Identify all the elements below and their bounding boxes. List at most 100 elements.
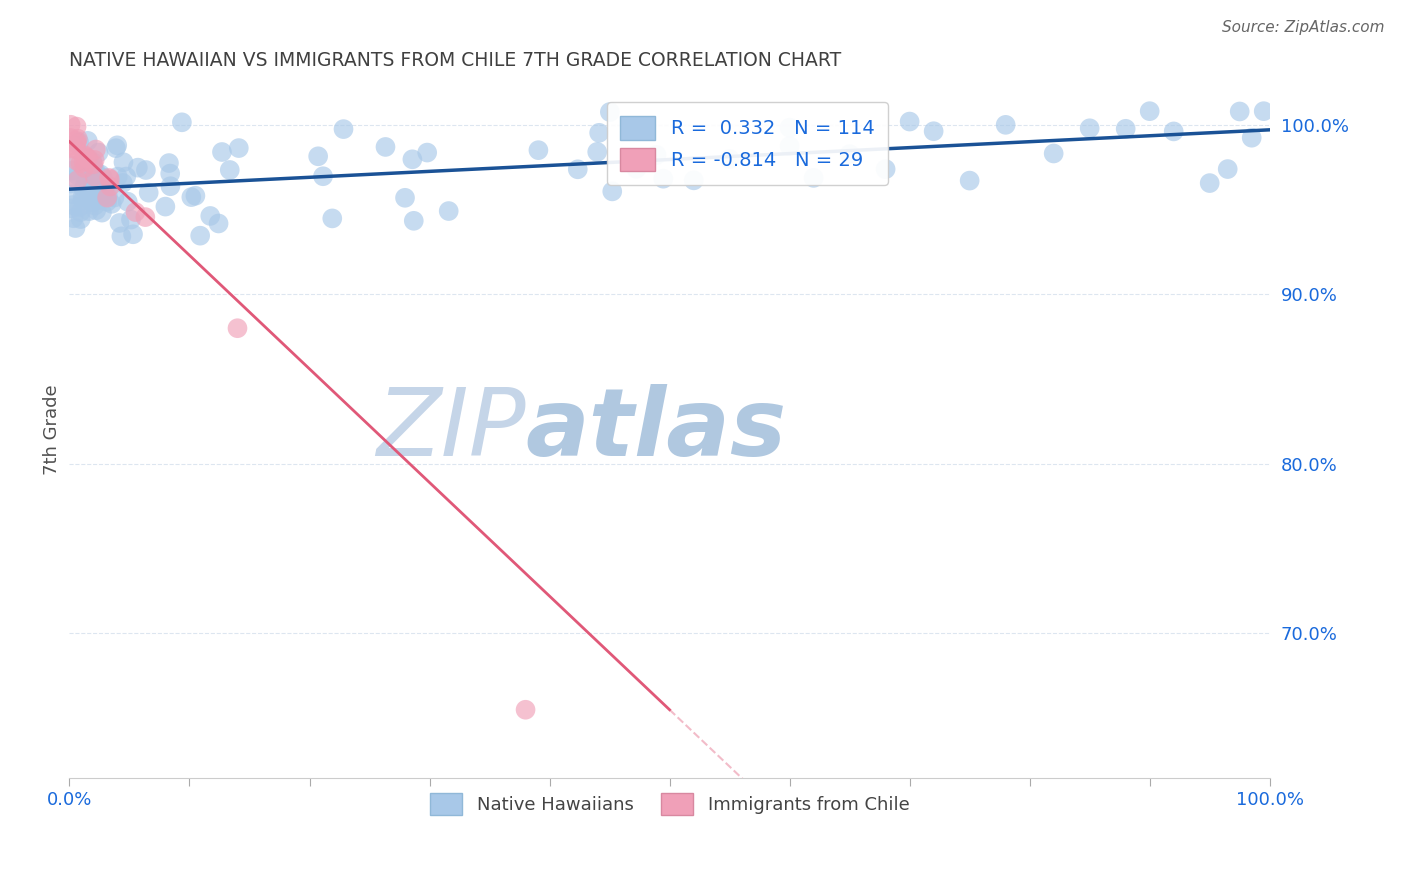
Point: [108, 216, 131, 230]
Point: [402, 214, 425, 228]
Point: [124, 205, 146, 219]
Point: [652, 171, 675, 186]
Point: [1253, 104, 1275, 119]
Point: [157, 156, 180, 170]
Point: [66, 169, 89, 183]
Point: [84, 203, 107, 218]
Point: [567, 162, 589, 177]
Point: [77, 153, 100, 167]
Point: [117, 194, 139, 209]
Legend: Native Hawaiians, Immigrants from Chile: Native Hawaiians, Immigrants from Chile: [420, 784, 918, 824]
Point: [155, 200, 177, 214]
Point: [65, 142, 87, 156]
Point: [110, 229, 132, 244]
Point: [107, 169, 129, 184]
Point: [75, 177, 97, 191]
Point: [86, 172, 108, 186]
Point: [803, 170, 825, 185]
Point: [72, 193, 94, 207]
Point: [1240, 130, 1263, 145]
Point: [1042, 146, 1064, 161]
Point: [87, 193, 110, 207]
Point: [527, 143, 550, 157]
Point: [84, 163, 107, 178]
Point: [98, 179, 121, 194]
Point: [96, 191, 118, 205]
Point: [69, 156, 91, 170]
Point: [87, 145, 110, 160]
Point: [170, 115, 193, 129]
Point: [69, 200, 91, 214]
Point: [394, 191, 416, 205]
Point: [69, 212, 91, 227]
Point: [83, 198, 105, 212]
Point: [73, 168, 96, 182]
Point: [599, 105, 621, 120]
Point: [66, 173, 89, 187]
Point: [82, 154, 104, 169]
Point: [91, 205, 114, 219]
Point: [97, 189, 120, 203]
Point: [838, 147, 860, 161]
Point: [1078, 121, 1101, 136]
Point: [226, 321, 249, 335]
Point: [922, 124, 945, 138]
Point: [87, 186, 110, 200]
Point: [718, 152, 741, 166]
Point: [115, 169, 138, 184]
Point: [898, 114, 921, 128]
Point: [1139, 104, 1161, 119]
Point: [72, 189, 94, 203]
Point: [127, 161, 149, 175]
Point: [682, 173, 704, 187]
Point: [69, 205, 91, 219]
Point: [626, 161, 648, 176]
Point: [100, 196, 122, 211]
Point: [875, 162, 897, 177]
Point: [82, 157, 104, 171]
Point: [200, 209, 222, 223]
Point: [211, 145, 233, 159]
Point: [586, 145, 609, 159]
Point: [65, 134, 87, 148]
Point: [1216, 162, 1239, 177]
Point: [82, 173, 104, 187]
Point: [159, 179, 181, 194]
Point: [62, 198, 84, 212]
Text: Source: ZipAtlas.com: Source: ZipAtlas.com: [1222, 20, 1385, 35]
Point: [416, 145, 439, 160]
Point: [62, 187, 84, 202]
Point: [122, 227, 145, 242]
Point: [60, 163, 83, 178]
Point: [73, 148, 96, 162]
Point: [1229, 104, 1251, 119]
Point: [83, 163, 105, 178]
Point: [105, 138, 128, 153]
Y-axis label: 7th Grade: 7th Grade: [44, 384, 60, 475]
Point: [401, 153, 423, 167]
Point: [65, 221, 87, 235]
Point: [59, 138, 82, 153]
Point: [66, 153, 89, 168]
Point: [120, 212, 142, 227]
Point: [135, 163, 157, 178]
Point: [84, 143, 107, 157]
Point: [332, 122, 354, 136]
Point: [84, 177, 107, 191]
Point: [96, 194, 118, 209]
Point: [60, 142, 83, 156]
Point: [75, 150, 97, 164]
Point: [218, 163, 240, 178]
Point: [188, 228, 211, 243]
Point: [312, 169, 335, 184]
Point: [83, 153, 105, 167]
Point: [60, 202, 83, 216]
Point: [588, 126, 610, 140]
Point: [1198, 176, 1220, 190]
Point: [94, 179, 117, 194]
Point: [98, 170, 121, 185]
Point: [73, 182, 96, 196]
Point: [645, 148, 668, 162]
Point: [90, 168, 112, 182]
Point: [83, 169, 105, 184]
